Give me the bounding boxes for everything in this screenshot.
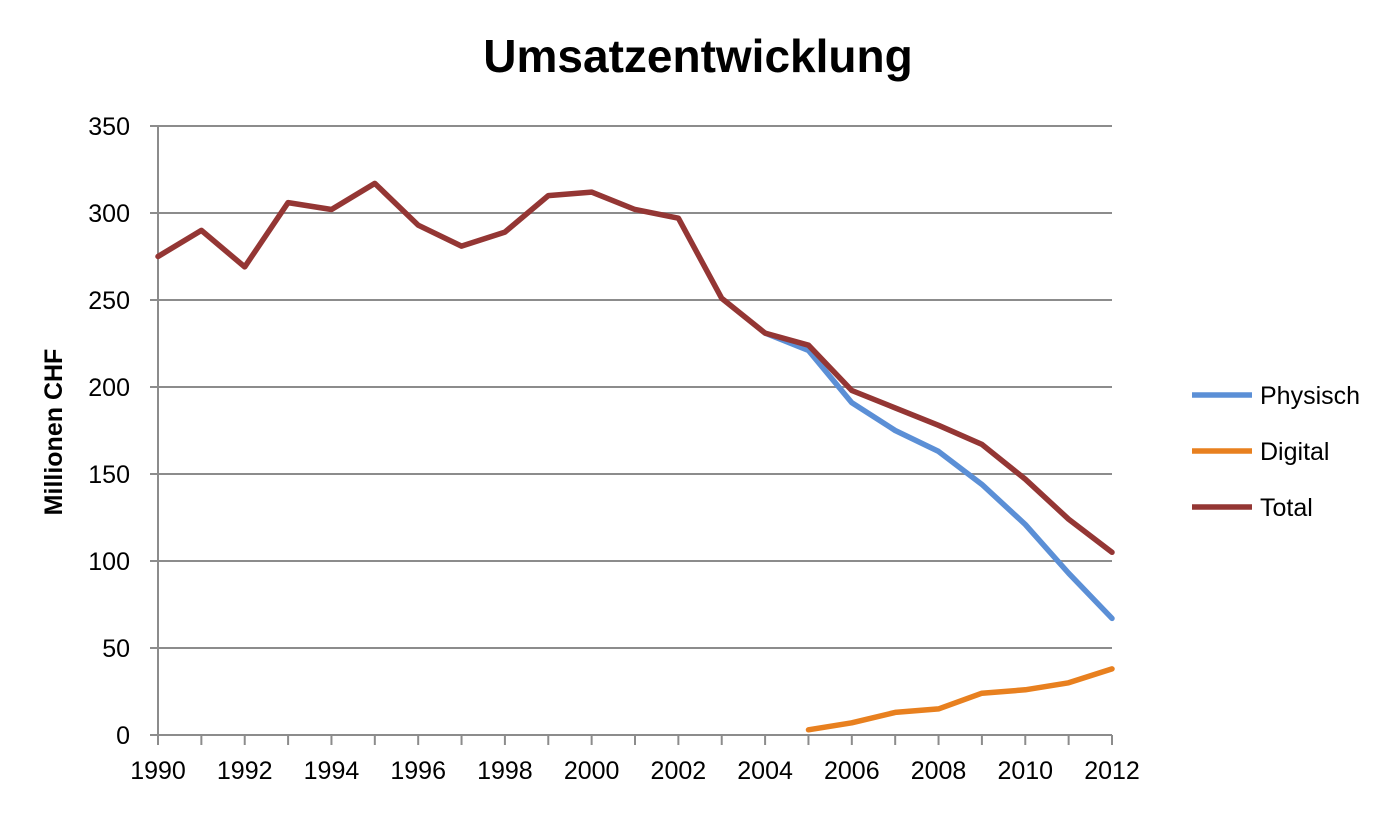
y-tick-label: 150 bbox=[88, 461, 130, 489]
x-tick-label: 2006 bbox=[824, 757, 880, 785]
chart-title: Umsatzentwicklung bbox=[483, 30, 912, 82]
series-line-digital bbox=[805, 666, 1115, 733]
gridlines bbox=[158, 125, 1112, 649]
x-tick-labels: 1990 1992 1994 1996 1998 2000 2002 2004 2006 2008… bbox=[130, 757, 1140, 785]
y-tick-label: 200 bbox=[88, 374, 130, 402]
x-tick-label: 2012 bbox=[1084, 757, 1140, 785]
y-axis-label: Millionen CHF bbox=[40, 349, 68, 516]
y-tick-label: 50 bbox=[102, 635, 130, 663]
y-tick-labels: 0 50 100 150 200 250 300 350 bbox=[88, 113, 130, 750]
series-line-total bbox=[155, 180, 1115, 556]
legend-label-physisch: Physisch bbox=[1260, 382, 1360, 410]
series-line-physisch bbox=[762, 330, 1115, 622]
x-tick-label: 2004 bbox=[737, 757, 793, 785]
y-tick-label: 100 bbox=[88, 548, 130, 576]
y-tick-label: 0 bbox=[116, 722, 130, 750]
series-lines bbox=[155, 180, 1115, 733]
x-tick-label: 1992 bbox=[217, 757, 273, 785]
legend: Physisch Digital Total bbox=[1192, 382, 1360, 522]
x-tick-label: 1998 bbox=[477, 757, 533, 785]
x-tick-label: 1994 bbox=[304, 757, 360, 785]
x-tick-label: 1996 bbox=[390, 757, 446, 785]
axes bbox=[150, 125, 1113, 745]
x-tick-label: 2000 bbox=[564, 757, 620, 785]
y-tick-label: 300 bbox=[88, 200, 130, 228]
y-tick-label: 250 bbox=[88, 287, 130, 315]
x-tick-label: 2010 bbox=[997, 757, 1053, 785]
x-tick-label: 2002 bbox=[651, 757, 707, 785]
legend-label-digital: Digital bbox=[1260, 438, 1329, 466]
legend-label-total: Total bbox=[1260, 494, 1313, 522]
x-tick-label: 1990 bbox=[130, 757, 186, 785]
y-tick-label: 350 bbox=[88, 113, 130, 141]
x-tick-label: 2008 bbox=[911, 757, 967, 785]
